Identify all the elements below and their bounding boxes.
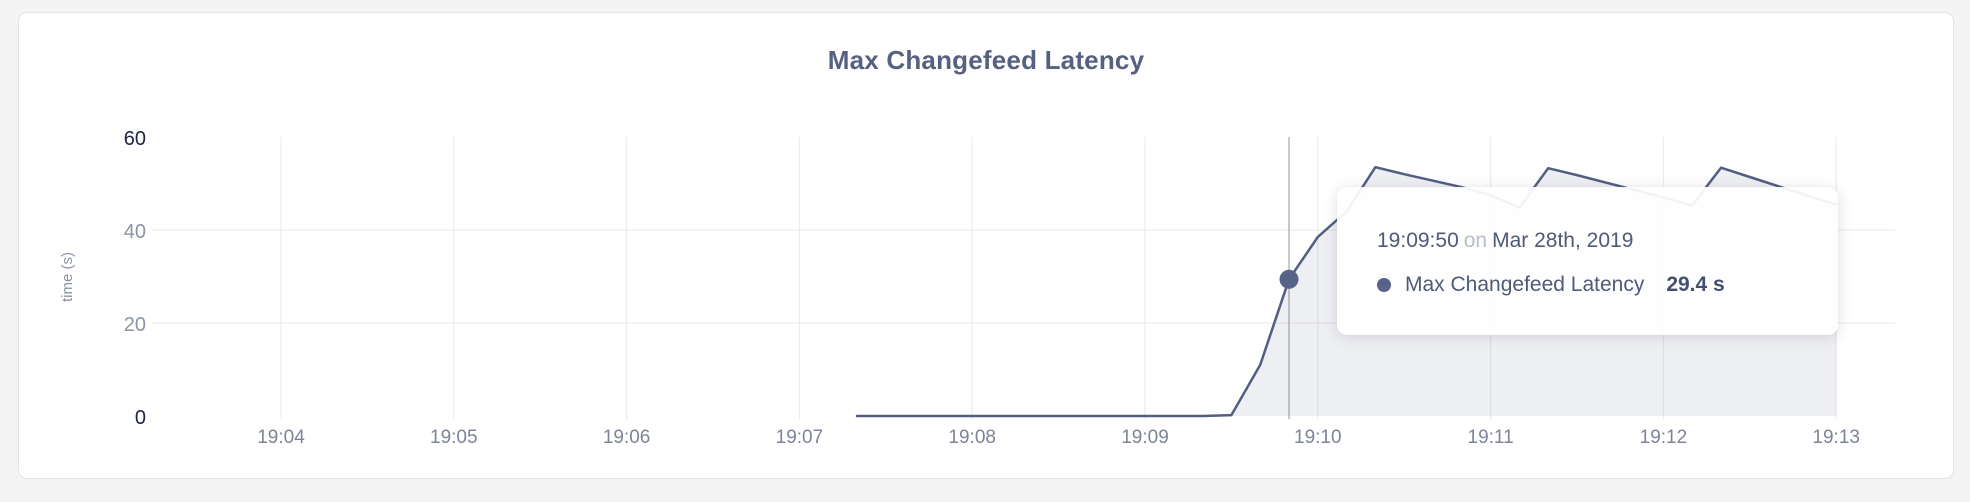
x-tick-label: 19:06: [603, 427, 651, 448]
tooltip-header: 19:09:50 on Mar 28th, 2019: [1377, 227, 1838, 255]
hover-dot: [1279, 269, 1299, 289]
x-tick-label: 19:11: [1468, 427, 1514, 448]
x-tick-label: 19:12: [1640, 427, 1688, 448]
y-axis-title: time (s): [59, 252, 76, 302]
y-tick-label: 0: [135, 407, 146, 429]
y-tick-label: 40: [124, 221, 146, 243]
tooltip-series-label: Max Changefeed Latency: [1405, 273, 1645, 296]
chart-tooltip: 19:09:50 on Mar 28th, 2019 Max Changefeed …: [1337, 187, 1838, 335]
tooltip-separator: on: [1463, 229, 1488, 252]
series-bullet-icon: [1377, 278, 1391, 292]
tooltip-series-row: Max Changefeed Latency 29.4 s: [1377, 271, 1838, 299]
x-tick-label: 19:13: [1812, 427, 1860, 448]
x-tick-label: 19:07: [776, 427, 824, 448]
y-tick-label: 60: [124, 128, 146, 150]
x-tick-label: 19:09: [1121, 427, 1169, 448]
x-tick-label: 19:08: [948, 427, 996, 448]
tooltip-date: Mar 28th, 2019: [1492, 229, 1634, 252]
y-tick-label: 20: [124, 314, 146, 336]
x-tick-label: 19:05: [430, 427, 478, 448]
x-tick-label: 19:04: [257, 427, 305, 448]
tooltip-time: 19:09:50: [1377, 229, 1459, 252]
x-tick-label: 19:10: [1294, 427, 1342, 448]
chart-title: Max Changefeed Latency: [827, 45, 1145, 75]
tooltip-value: 29.4 s: [1666, 273, 1725, 296]
